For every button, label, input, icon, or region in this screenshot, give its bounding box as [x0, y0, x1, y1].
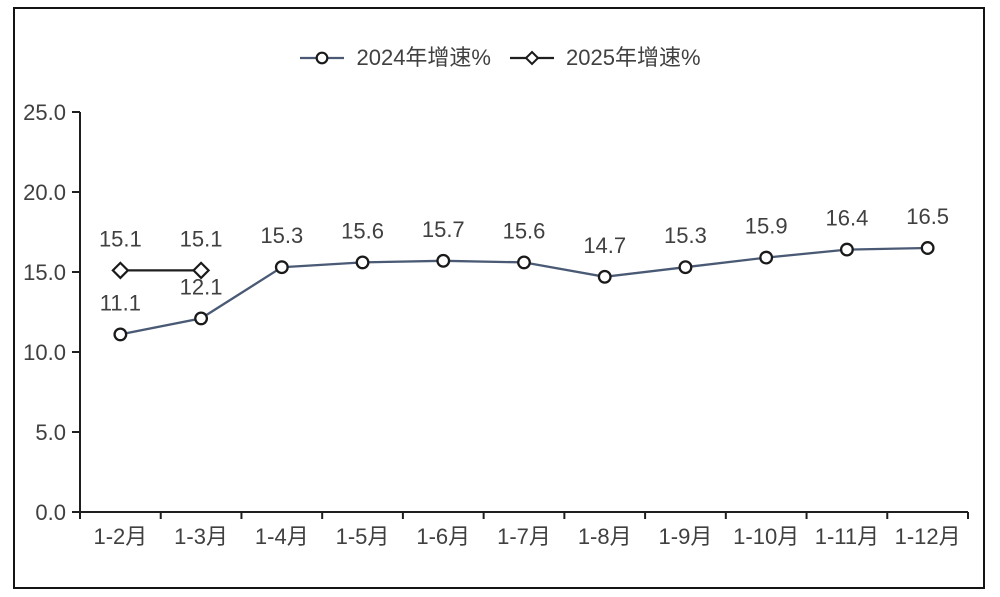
y-tick-label: 10.0	[23, 340, 66, 365]
legend: 2024年增速% 2025年增速%	[0, 44, 1000, 72]
data-point-diamond	[192, 261, 211, 280]
y-tick-label: 5.0	[35, 420, 66, 445]
data-point-circle	[113, 327, 128, 342]
legend-item-2024: 2024年增速%	[299, 47, 491, 69]
data-point-circle	[759, 250, 774, 265]
axes	[72, 111, 969, 519]
data-point-circle	[355, 255, 370, 270]
data-label: 14.7	[583, 233, 626, 258]
legend-label-2025: 2025年增速%	[566, 45, 701, 70]
data-point-diamond	[111, 261, 130, 280]
data-point-circle	[920, 241, 935, 255]
data-point-circle	[194, 311, 209, 326]
legend-label-2024: 2024年增速%	[356, 45, 491, 70]
y-tick-label: 20.0	[23, 180, 66, 205]
x-tick-label: 1-4月	[255, 524, 309, 549]
data-label: 15.1	[180, 226, 223, 251]
data-label: 16.4	[825, 206, 868, 231]
data-label: 11.1	[100, 290, 141, 315]
series-2025年增速%: 15.1 15.1	[99, 226, 223, 280]
data-point-circle	[839, 242, 854, 257]
data-label: 16.5	[906, 204, 949, 229]
legend-circle-2024	[316, 51, 329, 65]
data-point-circle	[517, 255, 531, 270]
diamond-marker-icon	[510, 50, 554, 66]
data-label: 15.6	[503, 218, 546, 243]
data-point-circle	[678, 260, 693, 275]
data-label: 15.1	[99, 226, 142, 251]
y-tick-label: 25.0	[23, 100, 66, 125]
x-tick-label: 1-2月	[93, 524, 147, 549]
data-point-circle	[436, 253, 451, 268]
circle-marker-icon	[300, 51, 345, 65]
data-label: 15.3	[664, 223, 707, 248]
data-label: 15.9	[745, 214, 788, 239]
x-tick-label: 1-3月	[174, 524, 228, 549]
series-2024年增速%: 11.112.115.3 15.6 15.7 15.614.7 15.3 15.9 16.4…	[100, 204, 949, 342]
x-tick-label: 1-12月	[895, 524, 961, 549]
data-label: 15.3	[260, 223, 303, 248]
x-tick-label: 1-5月	[336, 524, 390, 549]
x-tick-label: 1-10月	[733, 524, 799, 549]
x-tick-label: 1-8月	[578, 524, 632, 549]
data-point-circle	[274, 260, 289, 275]
x-tick-label: 1-7月	[497, 524, 551, 549]
y-tick-label: 0.0	[35, 500, 66, 525]
chart-frame	[13, 7, 985, 589]
data-label: 15.6	[341, 218, 384, 243]
data-point-circle	[597, 269, 612, 284]
x-tick-label: 1-11月	[815, 524, 879, 549]
legend-item-2025: 2025年增速%	[509, 47, 701, 69]
data-label: 15.7	[422, 217, 465, 242]
y-tick-label: 15.0	[23, 260, 66, 285]
x-tick-label: 1-6月	[416, 524, 470, 549]
x-tick-label: 1-9月	[659, 524, 713, 549]
legend-diamond-2025	[524, 50, 540, 66]
